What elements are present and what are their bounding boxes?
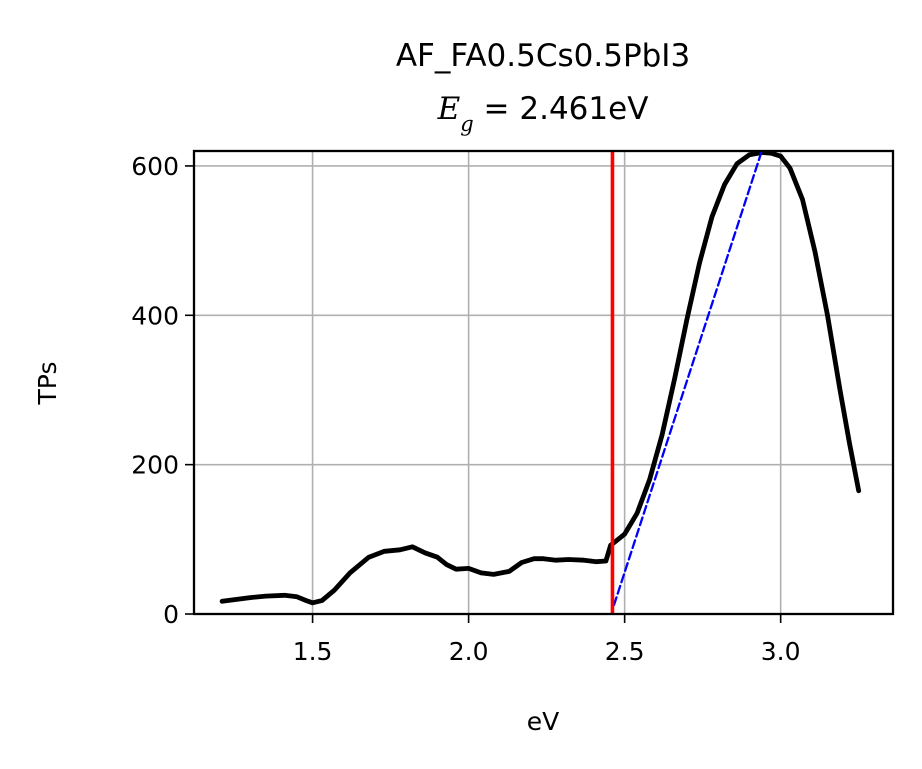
y-tick-label: 200 <box>131 451 179 480</box>
x-tick-label: 2.5 <box>605 637 645 666</box>
y-tick-label: 400 <box>131 301 179 330</box>
x-axis-label: eV <box>527 707 559 736</box>
chart-subtitle: Eg = 2.461eV <box>437 91 649 136</box>
subtitle-symbol: E <box>437 91 461 127</box>
x-axis-ticks: 1.5 2.0 2.5 3.0 <box>293 614 801 666</box>
chart-title: AF_FA0.5Cs0.5PbI3 <box>396 38 690 74</box>
series-layer <box>219 150 862 614</box>
x-tick-label: 1.5 <box>293 637 333 666</box>
tangent-fit-line <box>612 151 763 607</box>
y-axis-ticks: 0 200 400 600 <box>131 152 194 629</box>
grid <box>194 151 893 615</box>
x-tick-label: 3.0 <box>761 637 801 666</box>
subtitle-value: = 2.461eV <box>474 91 649 127</box>
plot-frame <box>192 149 895 616</box>
y-tick-label: 0 <box>163 600 179 629</box>
y-axis-label: TPs <box>33 362 62 406</box>
subtitle-subscript: g <box>460 112 473 136</box>
x-tick-label: 2.0 <box>449 637 489 666</box>
spectrum-line <box>219 150 862 606</box>
y-tick-label: 600 <box>131 152 179 181</box>
